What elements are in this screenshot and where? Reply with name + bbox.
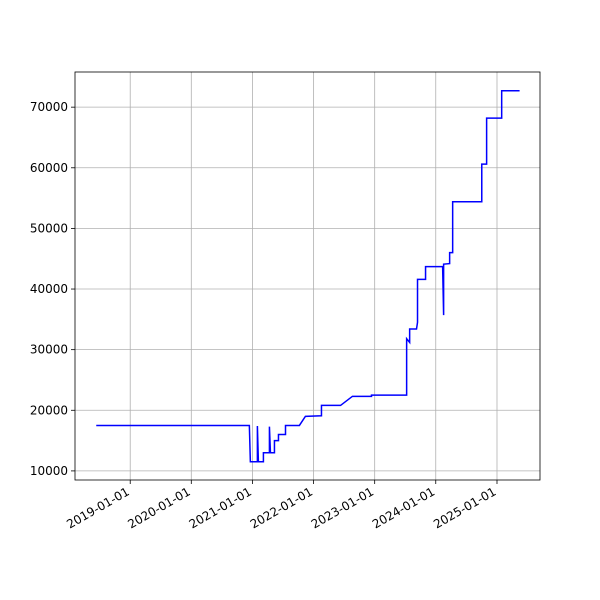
x-tick-label: 2019-01-01 <box>64 484 131 531</box>
data-line <box>96 90 520 463</box>
x-tick-label: 2020-01-01 <box>125 484 192 531</box>
y-tick-label: 50000 <box>30 221 68 235</box>
x-tick-label: 2022-01-01 <box>248 484 315 531</box>
y-tick-label: 40000 <box>30 282 68 296</box>
y-tick-label: 60000 <box>30 161 68 175</box>
plot-area <box>75 72 540 480</box>
y-tick-label: 20000 <box>30 403 68 417</box>
y-tick-label: 10000 <box>30 464 68 478</box>
y-tick-label: 30000 <box>30 343 68 357</box>
x-tick-label: 2025-01-01 <box>431 484 498 531</box>
y-tick-label: 70000 <box>30 100 68 114</box>
x-tick-label: 2021-01-01 <box>187 484 254 531</box>
axes-frame <box>74 71 541 481</box>
x-tick-label: 2023-01-01 <box>309 484 376 531</box>
x-tick-label: 2024-01-01 <box>370 484 437 531</box>
